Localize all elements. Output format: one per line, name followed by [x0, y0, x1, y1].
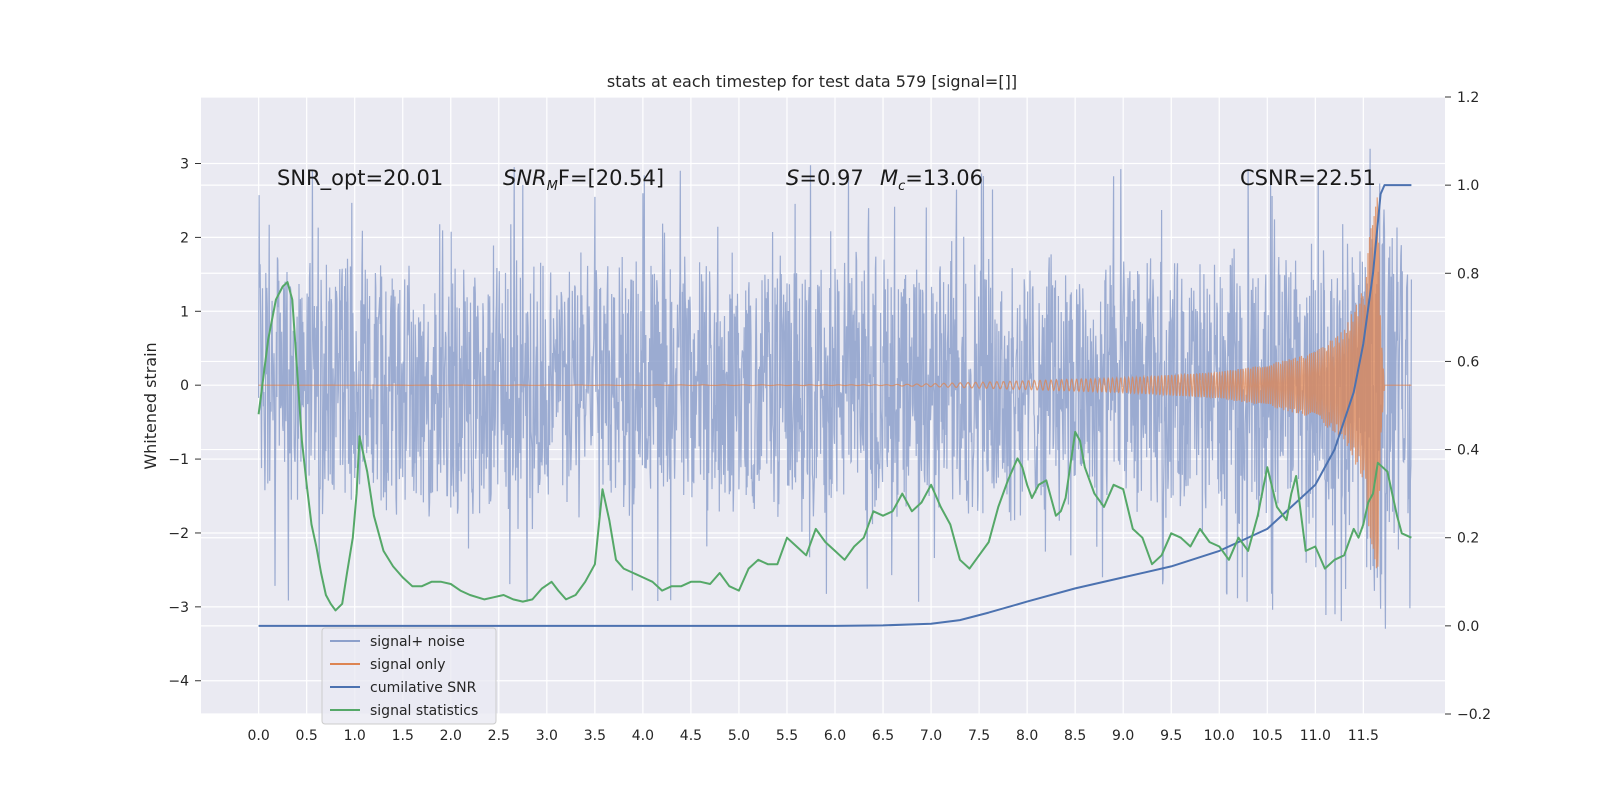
x-tick-label: 9.0: [1112, 728, 1134, 744]
annotation-snr-mf-rest: F=[20.54]: [558, 166, 664, 190]
annotation-snr-mf-sub: M: [547, 179, 558, 194]
annotation-s: S=0.97: [786, 166, 864, 190]
legend-label: signal+ noise: [370, 634, 465, 650]
series-cumulative-snr: [258, 184, 1412, 627]
annotation-s-var: S: [786, 166, 799, 190]
series-signal-only: [258, 197, 1412, 569]
y2-tick-label: 0.2: [1457, 531, 1479, 547]
x-tick-label: 1.0: [344, 728, 366, 744]
annotation-s-val: =0.97: [799, 166, 863, 190]
x-tick-label: 9.5: [1160, 728, 1182, 744]
y-tick-label: 2: [180, 230, 189, 246]
y-tick-label: 3: [180, 157, 189, 173]
legend-label: signal only: [370, 657, 445, 673]
x-tick-label: 5.5: [776, 728, 798, 744]
x-tick-label: 3.0: [536, 728, 558, 744]
y2-tick-label: 0.8: [1457, 266, 1479, 282]
annotation-mc-var: M: [880, 166, 898, 190]
annotation-snr-mf-main: SNR: [503, 166, 547, 190]
y2-tick-label: 0.6: [1457, 354, 1479, 370]
annotations: SNR_opt=20.01 SNRMF=[20.54] S=0.97 Mc=13…: [277, 166, 1376, 194]
x-tick-label: 3.5: [584, 728, 606, 744]
annotation-mc: Mc=13.06: [880, 166, 983, 194]
x-tick-label: 11.0: [1300, 728, 1331, 744]
series-signal-noise: [258, 148, 1412, 629]
annotation-mc-val: =13.06: [905, 166, 983, 190]
x-tick-label: 8.0: [1016, 728, 1038, 744]
y-axis-label: Whitened strain: [141, 342, 160, 469]
signal-noise-line: [258, 148, 1412, 629]
x-tick-label: 0.5: [296, 728, 318, 744]
x-tick-label: 1.5: [392, 728, 414, 744]
y-tick-label: −2: [168, 526, 189, 542]
x-tick-label: 8.5: [1064, 728, 1086, 744]
y2-tick-label: 0.0: [1457, 619, 1479, 635]
x-tick-label: 4.0: [632, 728, 654, 744]
annotation-snr-opt: SNR_opt=20.01: [277, 166, 443, 191]
y-tick-label: −1: [168, 452, 189, 468]
y-axis-left: 3 2 1 0 −1 −2 −3 −4: [168, 157, 201, 690]
legend-label: signal statistics: [370, 703, 478, 719]
chart-title: stats at each timestep for test data 579…: [607, 72, 1017, 91]
y2-tick-label: 1.2: [1457, 90, 1479, 106]
x-axis: 0.0 0.5 1.0 1.5 2.0 2.5 3.0 3.5 4.0 4.5 5.0 5.5 6.0 6…: [248, 728, 1379, 744]
x-tick-label: 10.5: [1252, 728, 1283, 744]
y-tick-label: −4: [168, 674, 189, 690]
x-tick-label: 2.5: [488, 728, 510, 744]
legend: signal+ noise signal only cumilative SNR si…: [321, 627, 497, 725]
x-tick-label: 0.0: [248, 728, 270, 744]
y2-tick-label: 1.0: [1457, 178, 1479, 194]
annotation-mc-sub: c: [898, 179, 905, 194]
x-tick-label: 4.5: [680, 728, 702, 744]
x-tick-label: 6.5: [872, 728, 894, 744]
y-axis-right: 1.2 1.0 0.8 0.6 0.4 0.2 0.0 −0.2: [1445, 90, 1491, 723]
annotation-csnr: CSNR=22.51: [1240, 166, 1376, 190]
y2-tick-label: 0.4: [1457, 443, 1479, 459]
series-signal-statistics: [257, 281, 1412, 612]
x-tick-label: 11.5: [1348, 728, 1379, 744]
x-tick-label: 2.0: [440, 728, 462, 744]
cumulative-snr-line: [258, 184, 1412, 627]
x-tick-label: 10.0: [1204, 728, 1235, 744]
plot-area: [201, 96, 1445, 715]
legend-entries: signal+ noise signal only cumilative SNR si…: [330, 634, 478, 719]
legend-box: [321, 627, 497, 725]
x-tick-label: 7.5: [968, 728, 990, 744]
signal-statistics-line: [257, 281, 1412, 612]
x-tick-label: 7.0: [920, 728, 942, 744]
y-tick-label: −3: [168, 600, 189, 616]
legend-label: cumilative SNR: [370, 680, 477, 696]
signal-only-line: [258, 197, 1412, 569]
x-tick-label: 5.0: [728, 728, 750, 744]
y-tick-label: 0: [180, 378, 189, 394]
x-tick-label: 6.0: [824, 728, 846, 744]
annotation-snr-mf: SNRMF=[20.54]: [503, 166, 664, 194]
y-tick-label: 1: [180, 304, 189, 320]
y2-tick-label: −0.2: [1457, 707, 1491, 723]
